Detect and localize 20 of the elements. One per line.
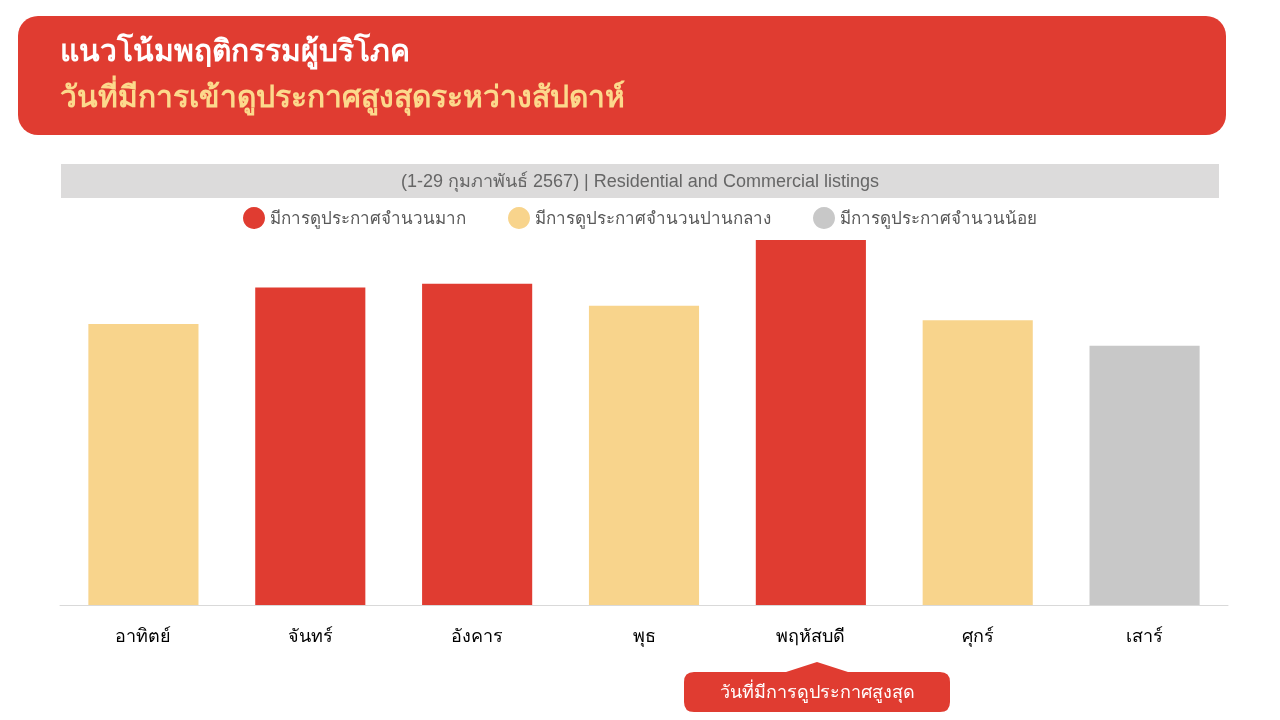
x-tick-label: พุธ	[632, 626, 656, 647]
bar	[1089, 345, 1200, 605]
x-tick-label: อาทิตย์	[115, 626, 172, 646]
bar	[88, 323, 199, 605]
x-tick-label: อังคาร	[451, 626, 504, 646]
bar	[422, 283, 533, 605]
text: วันที่มีการดูประกาศสูงสุด	[718, 678, 916, 705]
x-tick-label: ศุกร์	[961, 626, 994, 647]
bar	[922, 320, 1033, 605]
chart-subtitle: วันที่มีการเข้าดูประกาศสูงสุดระหว่างสัปดาห์	[60, 76, 625, 118]
x-tick-label: จันทร์	[287, 626, 333, 646]
chart-title: แนวโน้มพฤติกรรมผู้บริโภค	[60, 32, 410, 72]
bar	[588, 305, 700, 605]
legend-label: มีการดูประกาศจำนวนมาก	[270, 208, 466, 229]
x-tick-label: เสาร์	[1126, 626, 1164, 646]
legend-label: มีการดูประกาศจำนวนน้อย	[840, 208, 1037, 229]
bar	[755, 240, 866, 605]
legend-label: มีการดูประกาศจำนวนปานกลาง	[535, 208, 771, 229]
bar	[255, 287, 366, 605]
x-tick-label: พฤหัสบดี	[776, 626, 846, 646]
